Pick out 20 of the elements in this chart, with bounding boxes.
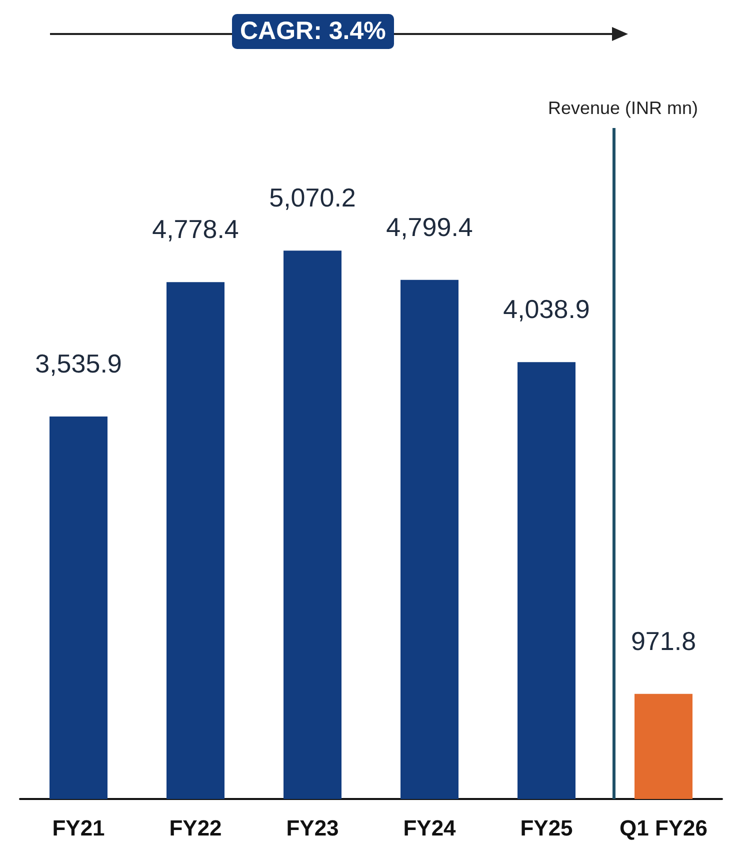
x-tick-label: FY22 <box>169 816 222 840</box>
x-tick-label: FY24 <box>403 816 457 840</box>
x-tick-label: Q1 FY26 <box>619 816 708 840</box>
data-label: 3,535.9 <box>35 348 122 379</box>
text: Revenue (INR mn) <box>548 98 698 119</box>
bar <box>284 250 342 799</box>
data-label: 4,038.9 <box>503 294 590 324</box>
bar <box>634 694 692 799</box>
x-tick-label: FY23 <box>286 816 339 840</box>
x-tick-label: FY25 <box>520 816 573 840</box>
bar <box>166 282 224 799</box>
bar <box>400 280 458 799</box>
bar <box>50 416 108 799</box>
data-label: 4,778.4 <box>152 214 239 244</box>
x-tick-label: FY21 <box>52 816 105 840</box>
text: CAGR: 3.4% <box>232 14 394 49</box>
data-label: 5,070.2 <box>269 182 356 213</box>
data-label: 4,799.4 <box>386 212 473 242</box>
data-label: 971.8 <box>630 626 696 656</box>
bar <box>518 362 576 799</box>
